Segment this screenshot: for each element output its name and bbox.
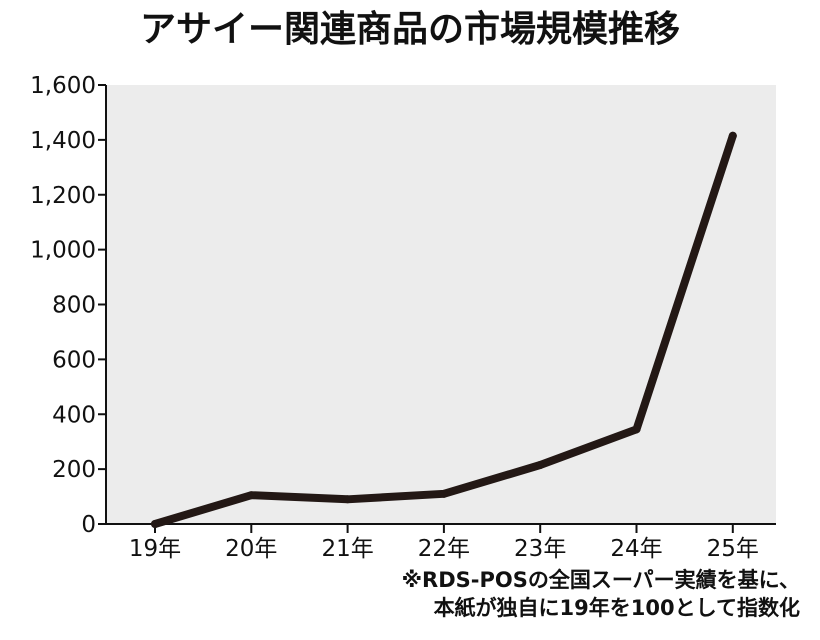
y-tick-label: 200 bbox=[52, 457, 96, 483]
source-note: ※RDS-POSの全国スーパー実績を基に、 本紙が独自に19年を100として指数… bbox=[402, 566, 800, 622]
plot-area bbox=[106, 85, 776, 524]
x-tick-label: 24年 bbox=[610, 536, 662, 562]
data-point bbox=[536, 461, 545, 470]
y-tick-label: 800 bbox=[52, 293, 96, 319]
y-tick-label: 1,400 bbox=[30, 128, 96, 154]
x-axis-ticks: 19年 20年 21年 22年 23年 24年 25年 bbox=[129, 524, 759, 562]
chart-title: アサイー関連商品の市場規模推移 bbox=[139, 9, 680, 50]
data-point bbox=[343, 495, 352, 504]
x-tick-label: 20年 bbox=[225, 536, 277, 562]
x-tick-label: 22年 bbox=[418, 536, 470, 562]
y-tick-label: 1,000 bbox=[30, 238, 96, 264]
y-tick-label: 0 bbox=[81, 512, 96, 538]
y-tick-label: 1,600 bbox=[30, 73, 96, 99]
source-note-line-1: ※RDS-POSの全国スーパー実績を基に、 bbox=[401, 568, 800, 592]
data-point bbox=[728, 131, 737, 140]
y-tick-label: 600 bbox=[52, 347, 96, 373]
y-tick-label: 1,200 bbox=[30, 183, 96, 209]
data-point bbox=[439, 489, 448, 498]
x-tick-label: 23年 bbox=[514, 536, 566, 562]
data-point bbox=[151, 520, 159, 528]
data-point bbox=[247, 491, 256, 500]
series-layer bbox=[151, 131, 737, 528]
x-tick-label: 21年 bbox=[321, 536, 373, 562]
x-tick-label: 25年 bbox=[707, 536, 759, 562]
y-tick-label: 400 bbox=[52, 402, 96, 428]
source-note-line-2: 本紙が独自に19年を100として指数化 bbox=[433, 596, 800, 620]
x-tick-label: 19年 bbox=[129, 536, 181, 562]
data-point bbox=[632, 425, 641, 434]
y-axis-ticks: 0 200 400 600 800 1,000 1,200 1,400 1,600 bbox=[30, 73, 106, 538]
